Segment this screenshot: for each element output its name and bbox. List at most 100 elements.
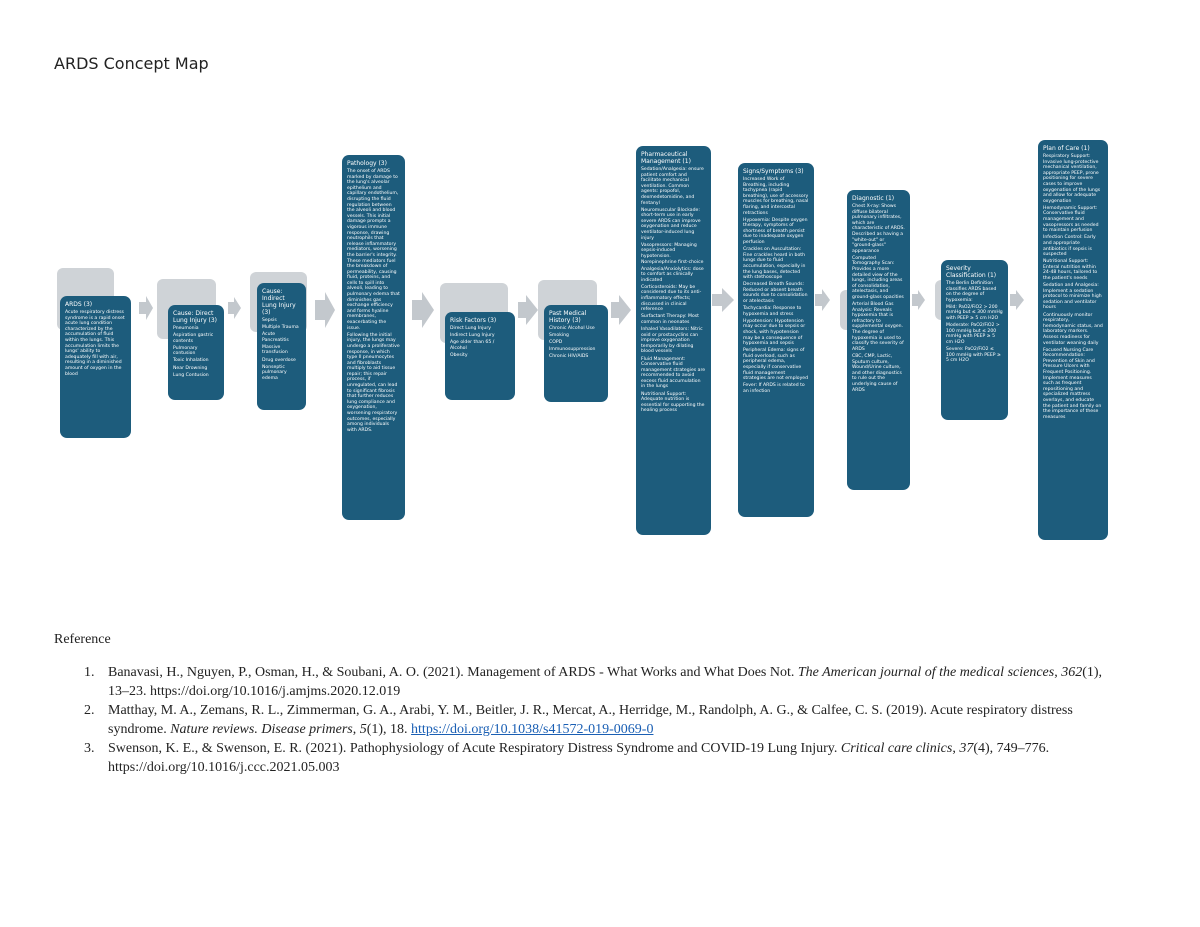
reference-number: 2. [84, 703, 95, 718]
node-text: Chronic HIV/AIDS [549, 354, 589, 360]
node-text: Nonseptic pulmonary edema [262, 364, 287, 381]
node-text: Pneumonia [173, 326, 199, 331]
node-text: Drug overdose [262, 357, 296, 363]
node-text: Tachycardia: Response to hypoxemia and s… [743, 306, 802, 317]
node-text: Computed Tomography Scan: Provides a mor… [852, 255, 904, 300]
node-text: Analgesia/Anxiolytics: dose to comfort a… [641, 266, 704, 283]
node-text: Direct Lung Injury [450, 326, 491, 331]
node-text: Surfactant Therapy: Most common in neona… [641, 314, 699, 325]
node-text: Sedation and Analgesia: Implement a seda… [1043, 283, 1102, 311]
node-text: Hypotension: Hypotension may occur due t… [743, 318, 806, 347]
node-text: Indirect Lung Injury [450, 333, 495, 339]
node-text: Obesity [450, 352, 468, 358]
reference-text: Critical care clinics [840, 741, 953, 756]
reference-item: 1. Banavasi, H., Nguyen, P., Osman, H., &… [84, 664, 1114, 701]
reference-heading: Reference [54, 632, 111, 647]
node-text: Massive transfusion [262, 344, 288, 356]
reference-text: 362 [1061, 665, 1083, 680]
node-text: Nutritional Support: Enteral nutrition w… [1043, 259, 1098, 281]
node-text: Peripheral Edema: signs of fluid overloa… [743, 348, 809, 382]
node-text: Corticosteroids: May be considered due t… [641, 284, 702, 313]
node-text: Fluid Management: Conservative fluid man… [641, 356, 706, 390]
reference-text: (1), 13–23. https://doi.org/10.1016/j.am… [108, 665, 1103, 699]
node-text: Hypoxemia: Despite oxygen therapy, sympt… [743, 217, 808, 246]
node-text: Acute respiratory distress syndrome is a… [65, 310, 125, 377]
node-text: Age older than 65 / Alcohol [450, 340, 495, 351]
concept-node: Cause: Direct Lung Injury (3) Pneumonia As… [168, 305, 224, 400]
node-text: Mild: PaO2/FiO2 > 200 mmHg but ≤ 300 mmH… [946, 304, 1003, 322]
reference-list: 1. Banavasi, H., Nguyen, P., Osman, H., &… [84, 664, 1114, 778]
node-heading: Plan of Care (1) [1043, 145, 1090, 152]
node-text: Aspiration gastric contents [173, 333, 214, 344]
reference-text: , [352, 721, 360, 737]
node-text: Respiratory Support: Invasive lung-prote… [1043, 154, 1101, 204]
reference-number: 3. [84, 741, 95, 756]
reference-text: Matthay, M. A., Zemans, R. L., Zimmerman… [108, 703, 1073, 737]
node-text: The onset of ARDS marked by damage to th… [347, 169, 400, 331]
node-heading: ARDS (3) [65, 301, 93, 308]
concept-node: Plan of Care (1) Respiratory Support: Inv… [1038, 140, 1108, 540]
node-heading: Severity Classification (1) [946, 265, 997, 279]
node-text: Multiple Trauma [262, 325, 299, 331]
node-text: Sedation/Analgesia: ensure patient comfo… [641, 167, 704, 206]
node-text: Fever: If ARDS is related to an infectio… [743, 383, 805, 394]
node-text: Toxic Inhalation [173, 358, 209, 364]
node-text: Vasopressors: Managing sepsis-induced hy… [641, 242, 704, 265]
node-text: Acute Pancreatitis [262, 332, 289, 343]
node-heading: Risk Factors (3) [450, 317, 497, 324]
concept-node: Past Medical History (3) Chronic Alcohol … [544, 305, 608, 402]
node-heading: Cause: Indirect Lung Injury (3) [262, 288, 296, 316]
node-heading: Signs/Symptoms (3) [743, 168, 804, 175]
node-text: CBC, CMP, Lactic, Sputum culture, Wound/… [852, 353, 902, 393]
reference-text: , [1054, 665, 1062, 680]
reference-item: 3. Swenson, K. E., & Swenson, E. R. (2021… [84, 740, 1114, 777]
concept-node: Signs/Symptoms (3) Increased Work of Brea… [738, 163, 814, 517]
reference-text: Swenson, K. E., & Swenson, E. R. (2021).… [108, 741, 841, 756]
concept-node: Pathology (3) The onset of ARDS marked by… [342, 155, 405, 520]
reference-number: 1. [84, 665, 95, 680]
concept-node: Severity Classification (1) The Berlin De… [941, 260, 1008, 420]
node-text: Following the initial injury, the lungs … [347, 332, 400, 433]
concept-node: Diagnostic (1) Chest X-ray: Shows diffuse… [847, 190, 910, 490]
reference-text: Banavasi, H., Nguyen, P., Osman, H., & S… [108, 665, 798, 680]
node-text: Moderate: PaO2/FiO2 > 100 mmHg but ≤ 200… [946, 323, 1000, 345]
node-text: Smoking [549, 333, 569, 339]
concept-node: Cause: Indirect Lung Injury (3) Sepsis Mul… [257, 283, 306, 410]
reference-link[interactable]: https://doi.org/10.1038/s41572-019-0069-… [411, 721, 654, 737]
node-text: Lung Contusion [173, 372, 209, 378]
node-text: Severe: PaO2/FiO2 ≤ 100 mmHg with PEEP ≥… [946, 347, 1001, 364]
node-text: Sepsis [262, 318, 277, 323]
reference-text: 37 [959, 741, 974, 756]
node-heading: Pathology (3) [347, 160, 387, 167]
node-text: Continuously monitor respiratory, hemody… [1043, 312, 1103, 346]
reference-text: 5 [359, 721, 367, 737]
node-text: Hemodynamic Support: Conservative fluid … [1043, 205, 1099, 234]
node-text: Crackles on Auscultation: Fine crackles … [743, 247, 806, 281]
node-text: Focused Nursing Care Recommendation: Pre… [1043, 347, 1102, 420]
node-text: Infection Control: Early and appropriate… [1043, 235, 1096, 258]
reference-item: 2. Matthay, M. A., Zemans, R. L., Zimmerm… [84, 702, 1114, 739]
node-text: Inhaled Vasodilators: Nitric oxid or pro… [641, 327, 703, 355]
reference-text: Nature reviews. Disease primers [170, 721, 353, 737]
node-text: The Berlin Definition classifies ARDS ba… [946, 281, 997, 303]
node-text: Near Drowning [173, 365, 208, 371]
node-text: Neuromuscular Blockade: short-term use i… [641, 207, 701, 241]
node-text: Arterial Blood Gas Analysis: Reveals hyp… [852, 302, 904, 352]
node-text: Decreased Breath Sounds: Reduced or abse… [743, 282, 808, 304]
node-text: Chronic Alcohol Use [549, 326, 595, 331]
concept-node: Pharmaceutical Management (1) Sedation/An… [636, 146, 711, 535]
page-title: ARDS Concept Map [54, 54, 209, 73]
node-heading: Diagnostic (1) [852, 195, 895, 202]
node-text: Immunosuppression [549, 347, 596, 353]
node-heading: Pharmaceutical Management (1) [641, 151, 691, 165]
node-text: Increased Work of Breathing, including t… [743, 177, 809, 216]
reference-text: (4), 749–776. https://doi.org/10.1016/j.… [108, 741, 1050, 775]
reference-text: (1), 18. [366, 721, 412, 737]
concept-node: ARDS (3) Acute respiratory distress syndr… [60, 296, 131, 438]
concept-node: Risk Factors (3) Direct Lung Injury Indire… [445, 312, 515, 400]
node-heading: Cause: Direct Lung Injury (3) [173, 310, 218, 324]
node-heading: Past Medical History (3) [549, 310, 587, 324]
node-text: Nutritional Support: Adequate nutrition … [641, 391, 705, 414]
reference-text: The American journal of the medical scie… [797, 665, 1055, 680]
